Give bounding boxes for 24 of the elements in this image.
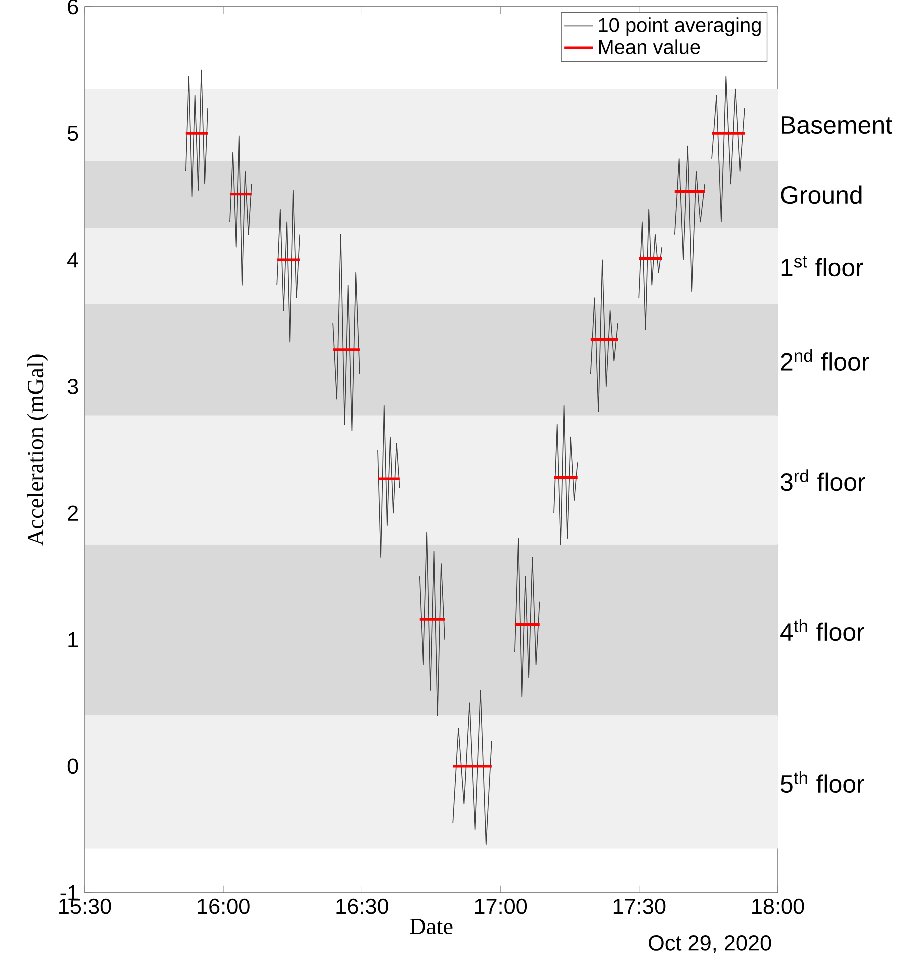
x-tick-label: 15:30 bbox=[60, 898, 112, 914]
text: Oct 29, 2020 bbox=[649, 936, 772, 954]
y-tick-label: 3 bbox=[68, 379, 78, 394]
legend-label: Mean value bbox=[599, 40, 700, 54]
x-tick-label: 17:30 bbox=[614, 898, 666, 914]
y-tick-label: 2 bbox=[68, 506, 78, 521]
band-label: 4$^{th}$ floor bbox=[780, 620, 864, 642]
x-tick-label: 16:00 bbox=[198, 898, 250, 914]
x-tick-label: 18:00 bbox=[752, 898, 804, 914]
band-label: Basement bbox=[782, 116, 892, 134]
legend-label: 10 point averaging bbox=[599, 18, 761, 36]
x-tick-label: 16:30 bbox=[336, 898, 388, 914]
x-tick-label: 17:00 bbox=[475, 898, 528, 914]
y-tick-label: 0 bbox=[68, 758, 78, 774]
y-tick-label: 4 bbox=[68, 252, 78, 268]
x-axis-title: Date bbox=[410, 918, 453, 935]
y-tick-label: 1 bbox=[68, 632, 78, 648]
band-label: 3$^{rd}$ floor bbox=[780, 470, 866, 492]
band-label: 5$^{th}$ floor bbox=[780, 771, 864, 794]
y-axis-title: Acceleration (mGal) bbox=[27, 354, 48, 546]
band-label: Ground bbox=[781, 186, 862, 204]
y-tick-label: 5 bbox=[68, 126, 78, 142]
band-label: 2$^{nd}$ floor bbox=[781, 349, 870, 371]
band-label: 1$^{st}$ floor bbox=[782, 256, 864, 277]
